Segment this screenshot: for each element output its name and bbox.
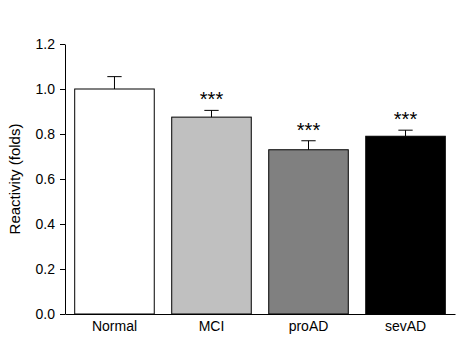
y-tick: 0.8 [36, 126, 65, 142]
error-stem [405, 130, 406, 136]
annotations: *** *** *** [200, 88, 418, 140]
error-stem [114, 77, 115, 89]
x-tick-label: Normal [92, 318, 137, 334]
error-bar [301, 141, 315, 150]
y-axis: 0.0 0.2 0.4 0.6 0.8 1.0 1.2 [36, 36, 66, 322]
chart: *** *** *** 0.0 0.2 0.4 0.6 0.8 1.0 1.2 Normal MCI p… [0, 0, 466, 349]
bar [172, 117, 252, 314]
plot: *** *** *** 0.0 0.2 0.4 0.6 0.8 1.0 1.2 Normal MCI p… [36, 36, 456, 334]
x-tick: MCI [199, 314, 225, 334]
significance: *** [394, 108, 418, 130]
y-tick-mark [60, 44, 65, 45]
y-tick: 0.0 [36, 306, 65, 322]
x-tick: sevAD [385, 314, 426, 334]
y-tick-mark [60, 134, 65, 135]
error-bar [398, 130, 412, 136]
x-tick-label: proAD [289, 318, 329, 334]
x-axis-line [66, 314, 456, 315]
significance: *** [297, 119, 321, 141]
y-tick-label: 0.6 [36, 171, 56, 187]
error-stem [308, 141, 309, 150]
y-tick-label: 1.0 [36, 81, 56, 97]
y-tick: 0.6 [36, 171, 65, 187]
bar [366, 136, 446, 314]
y-tick-mark [60, 224, 65, 225]
y-tick: 0.4 [36, 216, 65, 232]
x-tick-label: sevAD [385, 318, 426, 334]
x-tick: proAD [289, 314, 329, 334]
significance: *** [200, 88, 224, 110]
bar [269, 150, 349, 314]
y-tick-mark [60, 269, 65, 270]
error-bar [107, 77, 121, 89]
y-axis-title: Reactivity (folds) [6, 124, 23, 235]
error-bar [204, 110, 218, 117]
error-cap [107, 76, 121, 77]
y-tick-mark [60, 89, 65, 90]
y-tick-mark [60, 314, 65, 315]
x-tick: Normal [92, 314, 137, 334]
bar [75, 89, 155, 314]
y-tick-label: 1.2 [36, 36, 56, 52]
y-tick-label: 0.8 [36, 126, 56, 142]
y-tick: 1.2 [36, 36, 65, 52]
y-tick-label: 0.0 [36, 306, 56, 322]
x-tick-label: MCI [199, 318, 225, 334]
y-tick-label: 0.2 [36, 261, 56, 277]
y-tick-mark [60, 179, 65, 180]
bars [75, 77, 446, 314]
y-tick: 1.0 [36, 81, 65, 97]
y-tick: 0.2 [36, 261, 65, 277]
y-tick-label: 0.4 [36, 216, 56, 232]
x-axis: Normal MCI proAD sevAD [66, 314, 456, 334]
error-stem [211, 110, 212, 117]
y-axis-line [65, 45, 66, 315]
